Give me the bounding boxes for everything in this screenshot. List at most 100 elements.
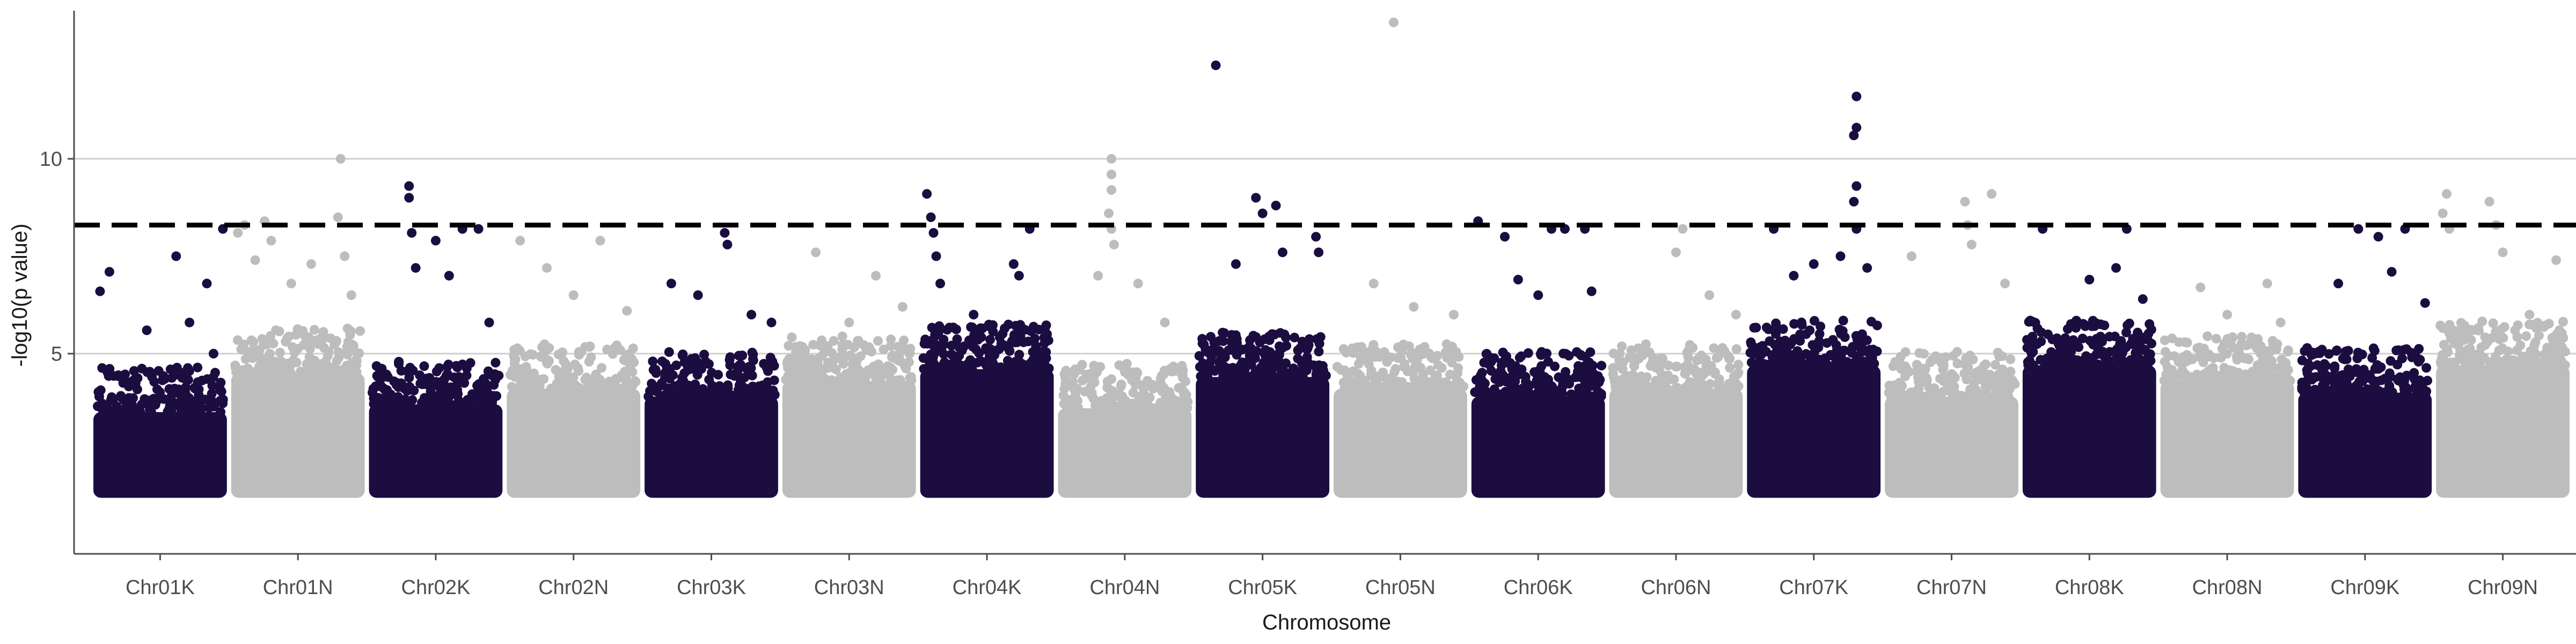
peak-point-Chr06K: [1586, 286, 1597, 296]
peak-point-Chr02N: [622, 306, 632, 316]
dense-points-Chr04K: [920, 369, 1054, 498]
point-Chr09K: [2410, 374, 2420, 384]
point-Chr05K: [1251, 332, 1261, 342]
point-Chr06N: [1711, 353, 1722, 363]
x-tick-label-Chr09N: Chr09N: [2468, 576, 2538, 599]
peak-point-Chr05K: [1251, 193, 1261, 203]
point-Chr09N: [2455, 346, 2465, 356]
point-Chr02K: [467, 389, 478, 399]
point-Chr04K: [928, 334, 938, 345]
point-Chr09N: [2473, 356, 2483, 367]
point-Chr08N: [2262, 373, 2272, 383]
point-Chr07N: [1963, 362, 1973, 372]
point-Chr05K: [1199, 368, 1210, 378]
point-Chr01K: [164, 406, 174, 416]
point-Chr07N: [1968, 354, 1978, 364]
point-Chr06N: [1609, 363, 1619, 373]
point-Chr06N: [1628, 353, 1637, 363]
point-Chr08N: [2256, 341, 2266, 351]
point-Chr02N: [525, 372, 536, 383]
peak-point-Chr01K: [104, 267, 114, 277]
point-Chr07K: [1770, 329, 1781, 339]
point-Chr01N: [298, 326, 308, 336]
point-Chr09K: [2321, 361, 2331, 371]
point-Chr04K: [954, 342, 964, 353]
point-Chr08N: [2246, 339, 2256, 349]
point-Chr09N: [2527, 320, 2537, 330]
point-Chr05K: [1302, 343, 1313, 353]
grid-lines: [74, 158, 2576, 355]
peak-point-Chr01N: [335, 153, 346, 164]
point-Chr05N: [1447, 341, 1457, 352]
point-Chr01K: [120, 369, 130, 379]
point-Chr08N: [2216, 353, 2226, 363]
point-Chr03K: [704, 359, 714, 369]
x-tick-label-Chr02K: Chr02K: [401, 576, 471, 599]
peak-point-Chr01K: [185, 317, 195, 327]
point-Chr03N: [784, 341, 794, 351]
point-Chr06K: [1533, 381, 1543, 391]
peak-point-Chr01N: [250, 255, 260, 265]
point-Chr02K: [433, 391, 443, 400]
point-Chr03N: [811, 372, 822, 382]
point-Chr06N: [1636, 344, 1646, 354]
point-Chr02N: [546, 384, 556, 393]
point-Chr03K: [677, 350, 687, 361]
point-Chr07N: [1919, 349, 1929, 359]
point-Chr07K: [1772, 356, 1782, 366]
chromosome-Chr06N: [1608, 224, 1744, 498]
peak-point-Chr07K: [1849, 196, 1859, 207]
point-Chr02K: [462, 370, 472, 380]
point-Chr01N: [248, 337, 258, 347]
point-Chr01K: [194, 390, 204, 400]
point-Chr03K: [744, 362, 754, 372]
point-Chr06N: [1672, 383, 1682, 393]
peak-point-Chr07N: [1960, 196, 1970, 207]
point-Chr04K: [1008, 335, 1018, 345]
peak-point-Chr04K: [1014, 270, 1024, 281]
point-Chr06N: [1653, 383, 1663, 393]
point-Chr02K: [369, 399, 379, 409]
chromosome-Chr06K: [1470, 216, 1607, 498]
point-Chr08K: [2131, 348, 2141, 358]
point-Chr03K: [643, 391, 654, 401]
point-Chr04N: [1102, 377, 1113, 386]
peak-point-Chr02N: [515, 236, 525, 246]
point-Chr05K: [1314, 347, 1324, 357]
point-Chr03K: [699, 349, 709, 360]
point-Chr09K: [2415, 355, 2425, 365]
point-Chr04K: [946, 340, 956, 350]
point-Chr07K: [1838, 316, 1848, 326]
point-Chr06K: [1564, 379, 1575, 389]
peak-point-Chr01N: [266, 236, 276, 246]
point-Chr03K: [723, 380, 733, 390]
point-Chr07K: [1854, 332, 1864, 342]
point-Chr03N: [864, 368, 874, 377]
chromosome-Chr01K: [93, 224, 228, 498]
point-Chr07N: [1985, 370, 1995, 379]
point-Chr01K: [105, 364, 115, 374]
point-Chr08K: [2147, 339, 2156, 349]
point-Chr04K: [1025, 358, 1035, 368]
point-Chr04N: [1061, 399, 1071, 409]
point-Chr09N: [2530, 337, 2541, 347]
x-tick-label-Chr08N: Chr08N: [2192, 576, 2263, 599]
point-Chr01K: [177, 394, 186, 405]
point-Chr02K: [417, 379, 427, 390]
point-Chr07K: [1773, 348, 1783, 358]
peak-point-Chr01K: [208, 349, 218, 358]
point-Chr08N: [2202, 331, 2213, 341]
peak-point-Chr04K: [1042, 329, 1052, 339]
point-Chr03K: [692, 357, 702, 367]
dense-points-Chr09K: [2298, 392, 2432, 498]
point-Chr02K: [415, 370, 425, 380]
point-Chr04K: [919, 339, 930, 349]
point-Chr08N: [2182, 338, 2192, 348]
point-Chr03K: [718, 391, 728, 401]
point-Chr04N: [1078, 376, 1087, 385]
point-Chr05N: [1442, 353, 1452, 363]
y-tick-label-10: 10: [40, 148, 62, 171]
point-Chr05N: [1439, 380, 1449, 390]
x-tick-label-Chr04K: Chr04K: [953, 576, 1022, 599]
point-Chr02N: [570, 360, 580, 370]
